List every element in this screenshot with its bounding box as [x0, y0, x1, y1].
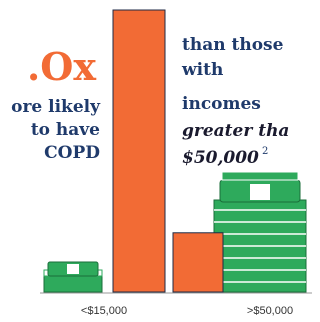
annotation: incomes [182, 94, 261, 114]
x-tick-label: >$50,000 [247, 305, 293, 317]
x-tick-label: <$15,000 [81, 305, 127, 317]
multiplier: .Ox [27, 44, 96, 89]
chart: .Ox ore likely to have COPD than those w… [0, 0, 316, 322]
annotation: COPD [44, 143, 100, 163]
annotation: $50,000 [182, 148, 259, 168]
annotation: than those [182, 35, 284, 55]
annotation: greater tha [182, 121, 289, 141]
annotation: with [181, 60, 223, 80]
footnote: 2 [262, 146, 268, 157]
annotation: ore likely [11, 97, 101, 117]
bar [173, 233, 223, 292]
bar [113, 10, 165, 292]
annotation: to have [31, 120, 100, 140]
